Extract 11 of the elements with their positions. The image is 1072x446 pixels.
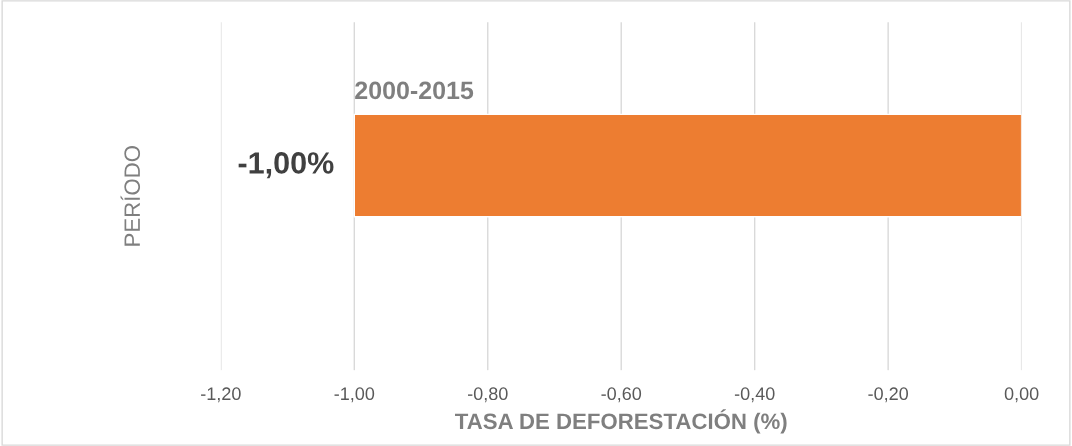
y-axis-title: PERÍODO (120, 146, 141, 246)
x-axis-title: TASA DE DEFORESTACIÓN (%) (455, 409, 787, 434)
x-tick-label: 0,00 (1004, 387, 1039, 403)
x-tick-label: -0,60 (601, 387, 642, 403)
data-label: -1,00% (238, 152, 334, 179)
x-tick-label: -1,00 (334, 387, 375, 403)
x-tick-label: -0,20 (868, 387, 909, 403)
x-tick-label: -1,20 (201, 387, 241, 403)
x-tick-label: -0,80 (467, 387, 508, 403)
y-tick-label: 2000-2015 (355, 81, 474, 100)
x-tick-label: -0,40 (734, 387, 775, 403)
